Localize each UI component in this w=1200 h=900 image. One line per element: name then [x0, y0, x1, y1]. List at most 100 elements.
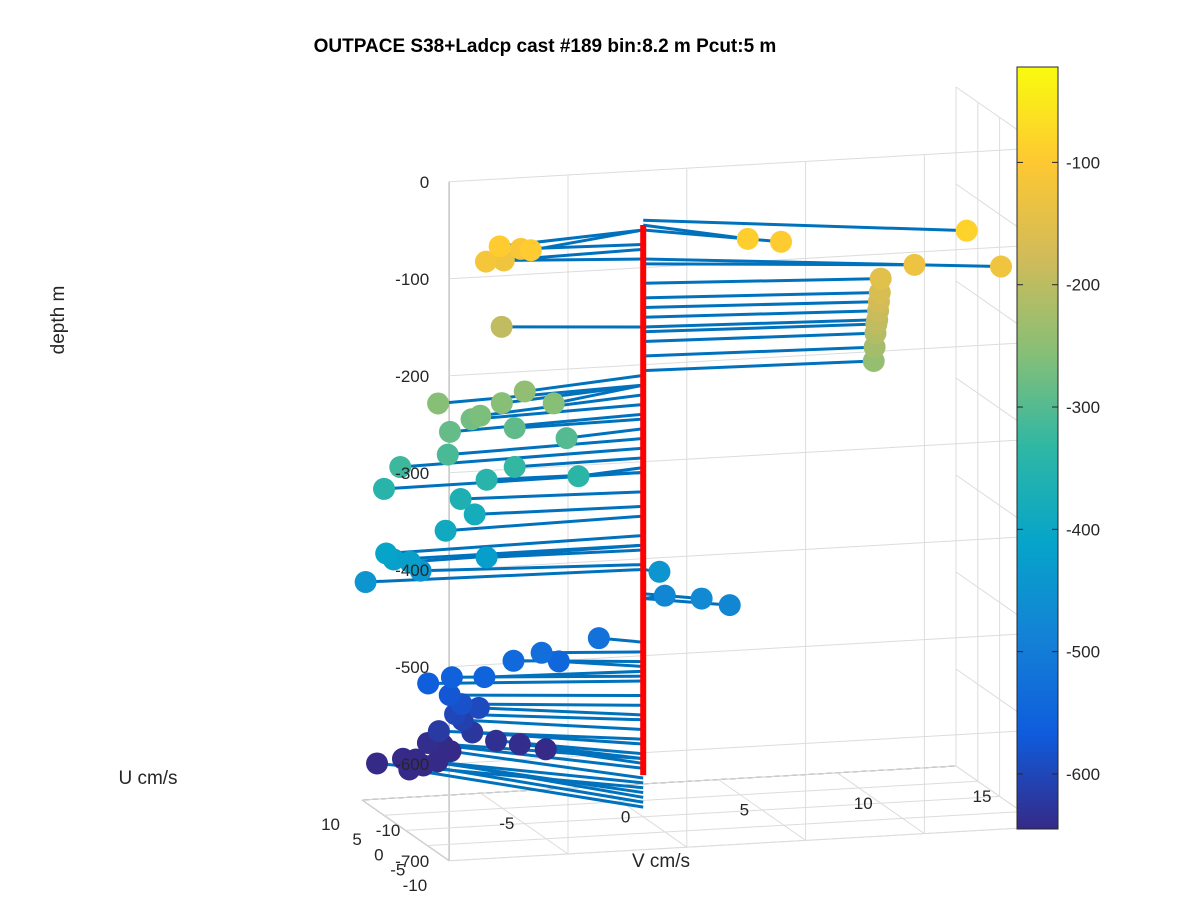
u-tick-label: -10 [403, 876, 428, 895]
grid-line [361, 765, 957, 801]
velocity-stem [553, 383, 644, 405]
velocity-point [555, 427, 578, 450]
velocity-point [519, 239, 542, 262]
velocity-stem [643, 318, 878, 329]
velocity-point [449, 488, 472, 511]
velocity-stem [530, 228, 644, 252]
u-axis-label: U cm/s [118, 768, 177, 789]
colorbar-tick-label: -600 [1066, 765, 1100, 784]
velocity-stem [514, 456, 644, 469]
velocity-point [503, 417, 526, 440]
velocity-stem [643, 322, 877, 334]
velocity-stem [524, 373, 644, 393]
velocity-point [469, 404, 492, 427]
velocity-points [354, 219, 1013, 781]
velocity-point [475, 468, 498, 491]
z-tick-label: -700 [395, 852, 429, 871]
velocity-point [530, 641, 553, 664]
velocity-point [436, 443, 459, 466]
velocity-point [903, 253, 926, 276]
velocity-stem [484, 669, 644, 679]
v-tick-label: -5 [499, 814, 514, 833]
velocity-stem [365, 567, 644, 584]
velocity-stem [643, 345, 875, 358]
velocity-stem [445, 514, 644, 533]
velocity-point [567, 465, 590, 488]
velocity-point [440, 666, 463, 689]
z-tick-label: -600 [395, 755, 429, 774]
velocity-point [354, 571, 377, 594]
velocity-stem [462, 718, 644, 731]
velocity-point [503, 455, 526, 478]
velocity-point [869, 267, 892, 290]
velocity-point [438, 420, 461, 443]
velocity-stem [643, 309, 879, 319]
z-tick-label: -200 [395, 367, 429, 386]
grid-line [383, 780, 978, 816]
velocity-point [427, 720, 450, 743]
velocity-point [373, 477, 396, 500]
velocity-point [508, 733, 531, 756]
u-tick-label: 0 [374, 845, 383, 864]
velocity-stem [643, 228, 782, 244]
velocity-stem [386, 534, 644, 555]
velocity-stem [409, 768, 644, 809]
colorbar-tick-label: -100 [1066, 153, 1100, 172]
colorbar-tick-label: -500 [1066, 643, 1100, 662]
grid-line [427, 811, 1022, 847]
velocity-point [690, 587, 713, 610]
v-axis-label: V cm/s [632, 851, 690, 872]
velocity-point [375, 542, 398, 565]
velocity-point [485, 729, 508, 752]
velocity-stem [643, 331, 876, 343]
velocity-stem [566, 427, 644, 440]
velocity-point [427, 392, 450, 415]
v-tick-label: 5 [740, 801, 749, 820]
u-tick-label: 5 [352, 830, 361, 849]
colorbar-ticks: -100 -200 -300 -400 -500 -600 [1017, 153, 1100, 784]
v-tick-label: 10 [854, 794, 873, 813]
velocity-point [718, 594, 741, 617]
velocity-stem [409, 543, 644, 564]
velocity-stem [461, 702, 644, 707]
velocity-point [955, 219, 978, 242]
velocity-stem [643, 359, 874, 373]
velocity-stem [643, 257, 1002, 269]
grid-line [405, 795, 1000, 831]
velocity-stem [643, 300, 879, 310]
v-tick-label: -10 [376, 821, 401, 840]
velocity-stem [474, 504, 644, 516]
velocity-point [434, 519, 457, 542]
velocity-stem [513, 659, 644, 664]
velocity-point [513, 380, 536, 403]
grid-line [449, 86, 1045, 183]
velocity-point [467, 696, 490, 719]
velocity-stem [400, 446, 644, 469]
velocity-stem [486, 470, 644, 482]
velocity-point [653, 584, 676, 607]
velocity-point [736, 227, 759, 250]
velocity-point [398, 550, 421, 573]
velocity-point [438, 684, 461, 707]
velocity-point [490, 392, 513, 415]
z-tick-label: -400 [395, 561, 429, 580]
v-tick-label: 0 [621, 807, 630, 826]
velocity-stem [643, 223, 748, 241]
velocity-point [542, 392, 565, 415]
velocity-point [463, 503, 486, 526]
velocity-stem [428, 679, 644, 685]
velocity-point [389, 456, 412, 479]
velocity-stem [643, 218, 967, 233]
velocity-point [547, 650, 570, 673]
velocity-point [534, 738, 557, 761]
velocity-stem [643, 291, 880, 300]
velocity-point [391, 747, 414, 770]
colorbar [1016, 66, 1059, 830]
velocity-stem [460, 490, 644, 501]
colorbar-tick-label: -200 [1066, 276, 1100, 295]
z-tick-label: 0 [420, 173, 429, 192]
velocity-stem [486, 548, 644, 559]
v-tick-label: 15 [973, 787, 992, 806]
velocity-point [648, 560, 671, 583]
